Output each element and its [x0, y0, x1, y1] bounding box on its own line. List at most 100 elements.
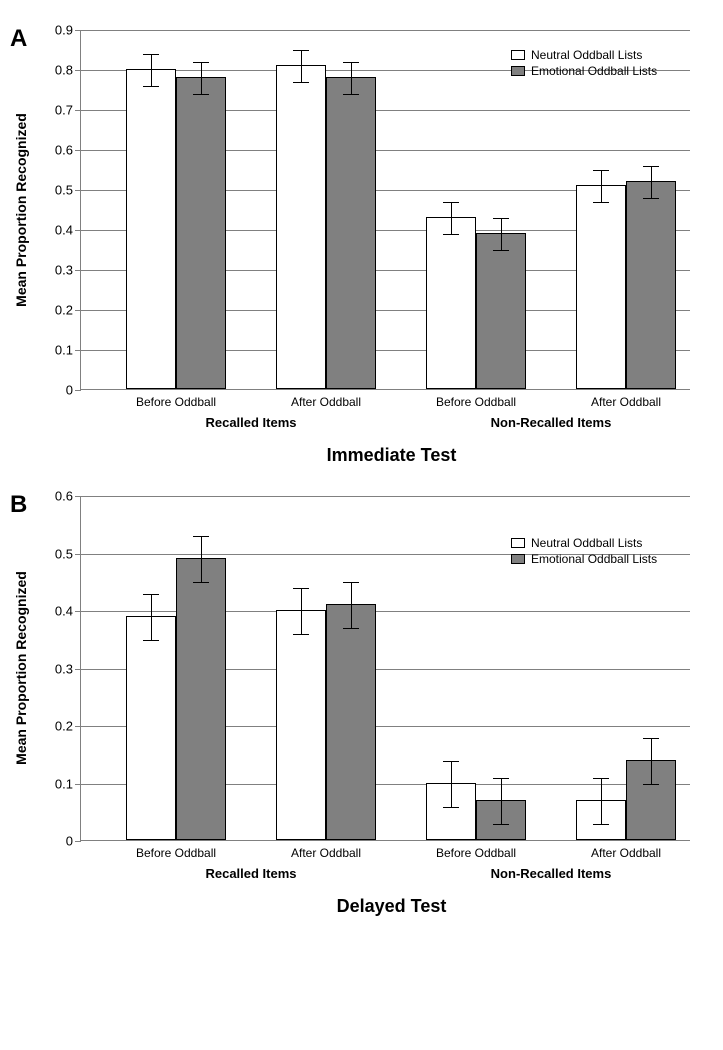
ytick	[75, 496, 81, 497]
ytick	[75, 230, 81, 231]
bar	[576, 185, 626, 389]
category-label: After Oddball	[291, 395, 361, 409]
error-bar	[201, 536, 202, 582]
bar	[176, 77, 226, 389]
error-bar	[151, 594, 152, 640]
error-cap	[493, 778, 509, 779]
ytick	[75, 669, 81, 670]
y-axis-label: Mean Proportion Recognized	[13, 113, 29, 307]
error-cap	[143, 54, 159, 55]
error-cap	[193, 94, 209, 95]
legend-swatch	[511, 50, 525, 60]
ytick	[75, 270, 81, 271]
panel-letter: A	[10, 25, 27, 53]
ytick	[75, 390, 81, 391]
error-cap	[293, 634, 309, 635]
error-bar	[601, 170, 602, 202]
error-cap	[143, 594, 159, 595]
error-cap	[293, 588, 309, 589]
error-cap	[343, 62, 359, 63]
ytick-label: 0.3	[31, 661, 73, 676]
error-bar	[451, 202, 452, 234]
ytick-label: 0	[31, 834, 73, 849]
error-cap	[343, 582, 359, 583]
panel-title: Delayed Test	[80, 896, 703, 917]
ytick-label: 0.4	[31, 604, 73, 619]
ytick-label: 0.2	[31, 719, 73, 734]
legend-label: Neutral Oddball Lists	[531, 536, 642, 550]
ytick	[75, 350, 81, 351]
ytick	[75, 70, 81, 71]
legend: Neutral Oddball ListsEmotional Oddball L…	[511, 536, 657, 568]
error-cap	[643, 784, 659, 785]
ytick-label: 0	[31, 383, 73, 398]
ytick-label: 0.5	[31, 183, 73, 198]
legend-label: Emotional Oddball Lists	[531, 64, 657, 78]
category-label: After Oddball	[291, 846, 361, 860]
bar	[626, 181, 676, 389]
error-bar	[451, 761, 452, 807]
gridline	[81, 496, 690, 497]
legend-swatch	[511, 554, 525, 564]
ytick-label: 0.2	[31, 303, 73, 318]
error-bar	[201, 62, 202, 94]
legend-item: Neutral Oddball Lists	[511, 48, 657, 62]
bar	[326, 604, 376, 840]
error-cap	[443, 234, 459, 235]
error-cap	[643, 166, 659, 167]
error-cap	[143, 640, 159, 641]
bar	[126, 616, 176, 840]
ytick-label: 0.4	[31, 223, 73, 238]
error-cap	[193, 582, 209, 583]
ytick	[75, 150, 81, 151]
gridline	[81, 611, 690, 612]
chart-box: 00.10.20.30.40.50.6Mean Proportion Recog…	[80, 496, 690, 841]
category-label: After Oddball	[591, 395, 661, 409]
ytick	[75, 784, 81, 785]
ytick-label: 0.3	[31, 263, 73, 278]
error-cap	[293, 82, 309, 83]
bar	[426, 217, 476, 389]
ytick	[75, 190, 81, 191]
category-label: Before Oddball	[136, 846, 216, 860]
gridline	[81, 30, 690, 31]
legend: Neutral Oddball Lists Emotional Oddball L…	[511, 48, 657, 80]
ytick-label: 0.6	[31, 489, 73, 504]
error-cap	[593, 170, 609, 171]
legend-label: Neutral Oddball Lists	[531, 48, 642, 62]
category-label: Before Oddball	[436, 395, 516, 409]
error-cap	[343, 628, 359, 629]
chart-box: 00.10.20.30.40.50.60.70.80.9Mean Proport…	[80, 30, 690, 390]
legend-swatch	[511, 538, 525, 548]
ytick	[75, 110, 81, 111]
error-bar	[651, 166, 652, 198]
ytick-label: 0.5	[31, 546, 73, 561]
bar	[276, 65, 326, 389]
ytick-label: 0.8	[31, 63, 73, 78]
error-cap	[193, 536, 209, 537]
ytick	[75, 310, 81, 311]
legend-item: Neutral Oddball Lists	[511, 536, 657, 550]
bar	[326, 77, 376, 389]
error-bar	[601, 778, 602, 824]
group-label: Recalled Items	[205, 415, 296, 430]
error-bar	[501, 218, 502, 250]
figure-root: A00.10.20.30.40.50.60.70.80.9Mean Propor…	[10, 30, 703, 917]
error-cap	[293, 50, 309, 51]
error-cap	[593, 778, 609, 779]
ytick-label: 0.1	[31, 343, 73, 358]
error-cap	[143, 86, 159, 87]
y-axis-label: Mean Proportion Recognized	[13, 571, 29, 765]
error-cap	[493, 824, 509, 825]
error-cap	[593, 202, 609, 203]
category-label: Before Oddball	[136, 395, 216, 409]
ytick	[75, 30, 81, 31]
error-cap	[493, 218, 509, 219]
bar	[126, 69, 176, 389]
panel-b: B00.10.20.30.40.50.6Mean Proportion Reco…	[10, 496, 703, 917]
bar	[276, 610, 326, 840]
error-bar	[301, 50, 302, 82]
group-label: Non-Recalled Items	[491, 866, 612, 881]
error-cap	[343, 94, 359, 95]
ytick-label: 0.1	[31, 776, 73, 791]
